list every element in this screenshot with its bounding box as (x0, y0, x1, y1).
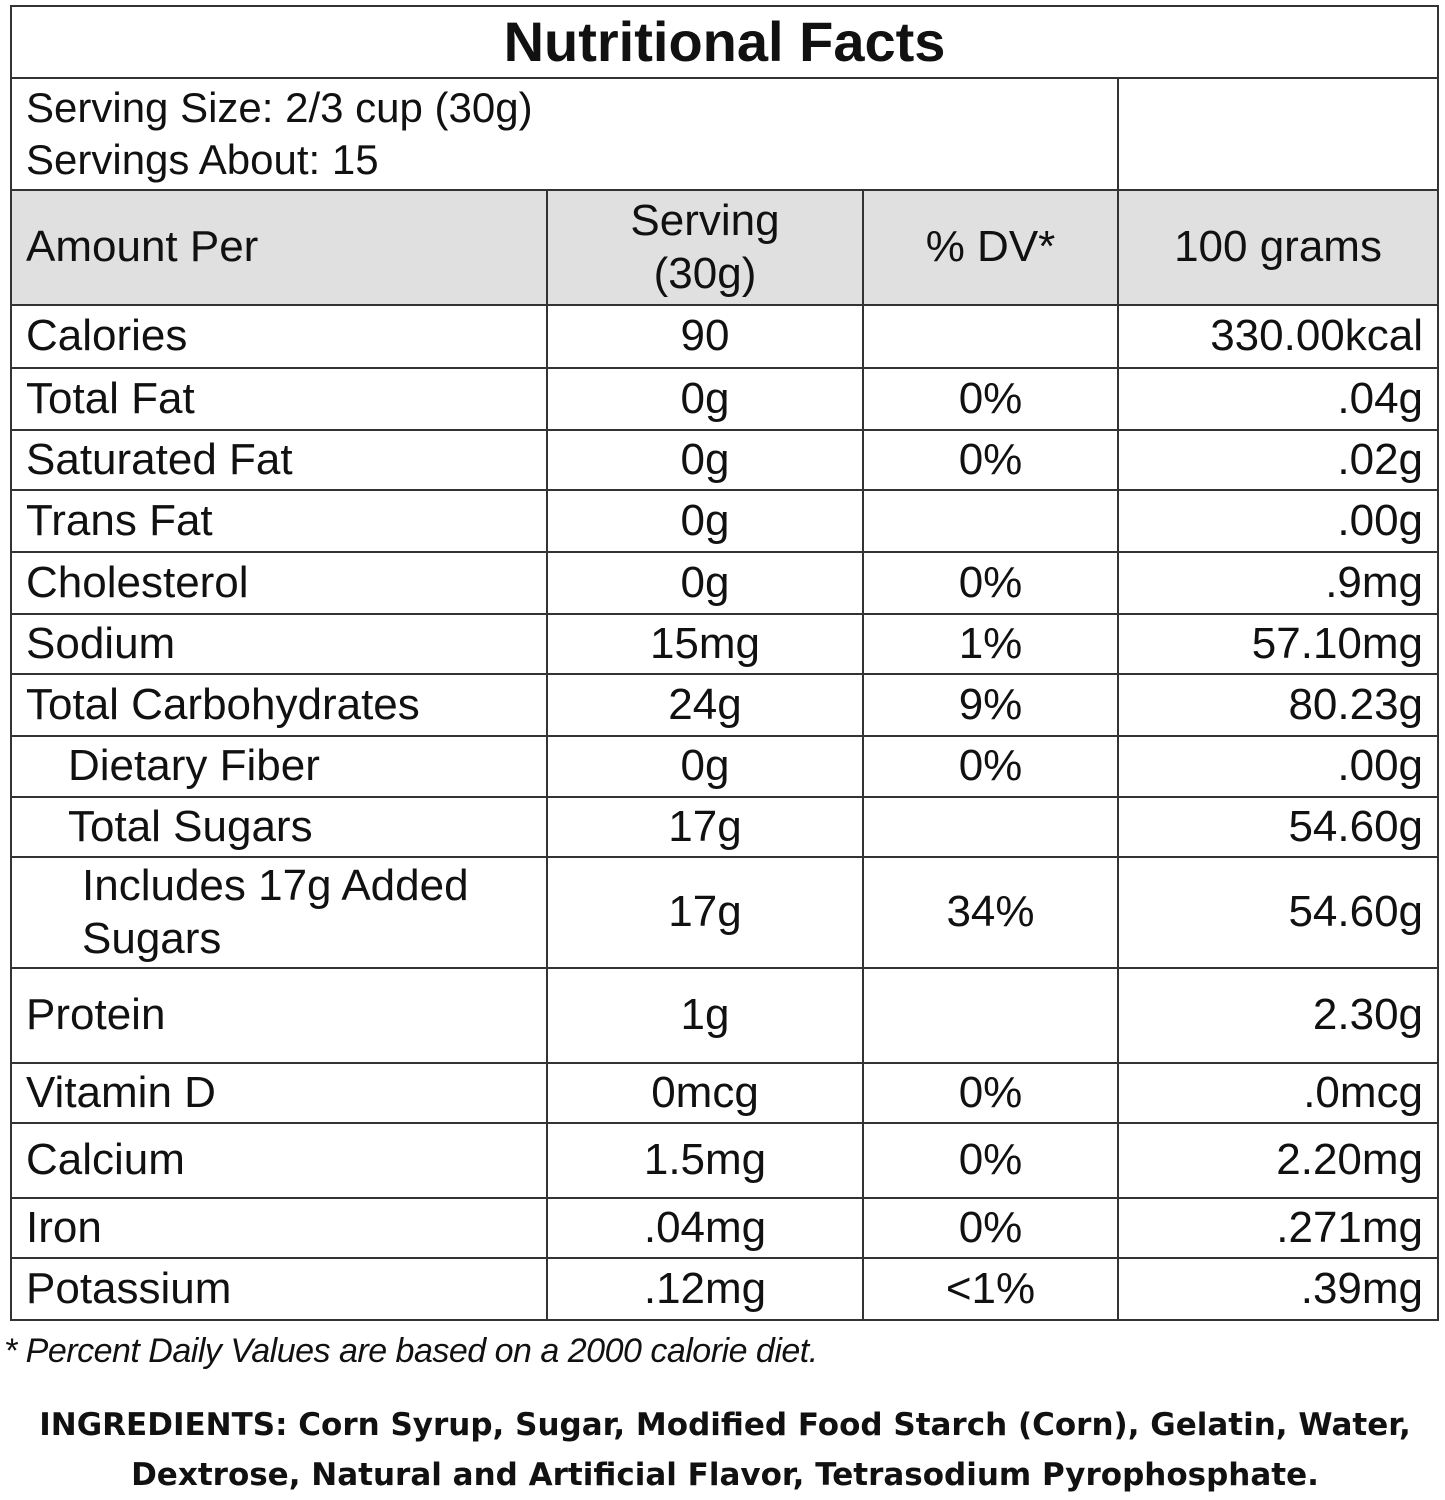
nutrient-value: .9mg (1116, 551, 1440, 615)
nutrient-value: 1.5mg (546, 1122, 864, 1199)
nutrient-name: Cholesterol (10, 551, 548, 615)
nutrient-value: 0g (546, 429, 864, 491)
nutrient-value: 24g (546, 673, 864, 737)
nutrient-value: 0% (862, 1122, 1119, 1199)
nutrient-value: 34% (862, 856, 1119, 969)
title-row: Nutritional Facts (9, 5, 1440, 79)
nutrient-name: Trans Fat (10, 489, 548, 553)
nutrient-value: 0g (546, 367, 864, 431)
nutrient-name: Calcium (10, 1122, 548, 1199)
nutrient-value: .0mcg (1116, 1062, 1440, 1124)
nutrient-value: 9% (862, 673, 1119, 737)
nutrient-value: 0mcg (546, 1062, 864, 1124)
nutrient-value: 80.23g (1116, 673, 1440, 737)
nutrient-name: Vitamin D (10, 1062, 548, 1124)
nutrient-value: 0g (546, 735, 864, 798)
nutrient-value: .04mg (546, 1197, 864, 1259)
nutrient-value: 0% (862, 367, 1119, 431)
header-cell: % DV* (862, 189, 1119, 306)
servings-count: Servings About: 15 (26, 136, 379, 183)
title: Nutritional Facts (9, 5, 1440, 79)
empty-cell (1116, 77, 1440, 191)
nutrient-value (862, 967, 1119, 1064)
nutrient-value: 57.10mg (1116, 613, 1440, 675)
nutrient-name: Potassium (10, 1257, 548, 1321)
nutrient-value: <1% (862, 1257, 1119, 1321)
nutrient-row: Total Sugars 17g 54.60g (10, 796, 1440, 858)
nutrient-value: 90 (546, 304, 864, 369)
serving-size: Serving Size: 2/3 cup (30g) (26, 83, 533, 131)
serving-row: Serving Size: 2/3 cup (30g) Servings Abo… (10, 77, 1440, 191)
nutrient-value: .271mg (1116, 1197, 1440, 1259)
nutrient-value: 17g (546, 796, 864, 858)
nutrient-name: Saturated Fat (10, 429, 548, 491)
nutrient-value: .00g (1116, 489, 1440, 553)
nutrient-value: 0% (862, 1197, 1119, 1259)
nutrient-row: Calories 90 330.00kcal (10, 304, 1440, 369)
nutrient-row: Dietary Fiber 0g 0% .00g (10, 735, 1440, 798)
nutrient-name: Sodium (10, 613, 548, 675)
nutrient-row: Iron .04mg 0% .271mg (10, 1197, 1440, 1259)
nutrient-row: Sodium 15mg 1% 57.10mg (10, 613, 1440, 675)
nutrient-value: 1% (862, 613, 1119, 675)
nutrient-name: Protein (10, 967, 548, 1064)
nutrient-value: .04g (1116, 367, 1440, 431)
nutrient-value: 54.60g (1116, 796, 1440, 858)
nutrition-table: Nutritional Facts Serving Size: 2/3 cup … (9, 5, 1440, 1321)
nutrient-row: Total Carbohydrates 24g 9% 80.23g (10, 673, 1440, 737)
nutrient-row: Vitamin D 0mcg 0% .0mcg (10, 1062, 1440, 1124)
nutrient-value (862, 796, 1119, 858)
nutrient-row: Protein 1g 2.30g (10, 967, 1440, 1064)
header-cell: 100 grams (1116, 189, 1440, 306)
nutrient-name: Iron (10, 1197, 548, 1259)
nutrient-value: 17g (546, 856, 864, 969)
nutrient-row: Cholesterol 0g 0% .9mg (10, 551, 1440, 615)
nutrient-row: Total Fat 0g 0% .04g (10, 367, 1440, 431)
nutrient-name: Dietary Fiber (10, 735, 548, 798)
ingredients: INGREDIENTS: Corn Syrup, Sugar, Modified… (39, 1407, 1411, 1493)
nutrient-value: 2.30g (1116, 967, 1440, 1064)
footnote: * Percent Daily Values are based on a 20… (4, 1332, 818, 1370)
header-cell: Amount Per (10, 189, 548, 306)
nutrient-value: 0% (862, 735, 1119, 798)
nutrient-value: 0g (546, 489, 864, 553)
nutrient-value: 0g (546, 551, 864, 615)
nutrient-name: Calories (10, 304, 548, 369)
nutrient-name: Total Sugars (10, 796, 548, 858)
nutrient-row: Trans Fat 0g .00g (10, 489, 1440, 553)
nutrient-value: 0% (862, 1062, 1119, 1124)
nutrient-value: 0% (862, 551, 1119, 615)
nutrient-row: Potassium .12mg <1% .39mg (10, 1257, 1440, 1321)
table-body: Nutritional Facts Serving Size: 2/3 cup … (9, 5, 1440, 1321)
serving-info: Serving Size: 2/3 cup (30g) Servings Abo… (10, 77, 1119, 191)
nutrient-value: 2.20mg (1116, 1122, 1440, 1199)
nutrient-name: Total Carbohydrates (10, 673, 548, 737)
nutrient-row: Includes 17g Added Sugars 17g 34% 54.60g (10, 856, 1440, 969)
header-line: (30g) (653, 248, 757, 298)
header-line: Serving (630, 195, 780, 245)
nutrient-value (862, 304, 1119, 369)
nutrient-value: .02g (1116, 429, 1440, 491)
nutrient-value: 15mg (546, 613, 864, 675)
nutrient-value: 1g (546, 967, 864, 1064)
nutrient-value: 54.60g (1116, 856, 1440, 969)
nutrient-value (862, 489, 1119, 553)
nutrient-row: Calcium 1.5mg 0% 2.20mg (10, 1122, 1440, 1199)
nutrient-name: Includes 17g Added Sugars (10, 856, 548, 969)
nutrient-value: .12mg (546, 1257, 864, 1321)
header-row: Amount Per Serving (30g) % DV* 100 grams (10, 189, 1440, 306)
nutrient-row: Saturated Fat 0g 0% .02g (10, 429, 1440, 491)
nutrient-value: .39mg (1116, 1257, 1440, 1321)
nutrient-value: 330.00kcal (1116, 304, 1440, 369)
nutrient-value: .00g (1116, 735, 1440, 798)
nutrient-name: Total Fat (10, 367, 548, 431)
header-cell: Serving (30g) (546, 189, 864, 306)
nutrient-value: 0% (862, 429, 1119, 491)
